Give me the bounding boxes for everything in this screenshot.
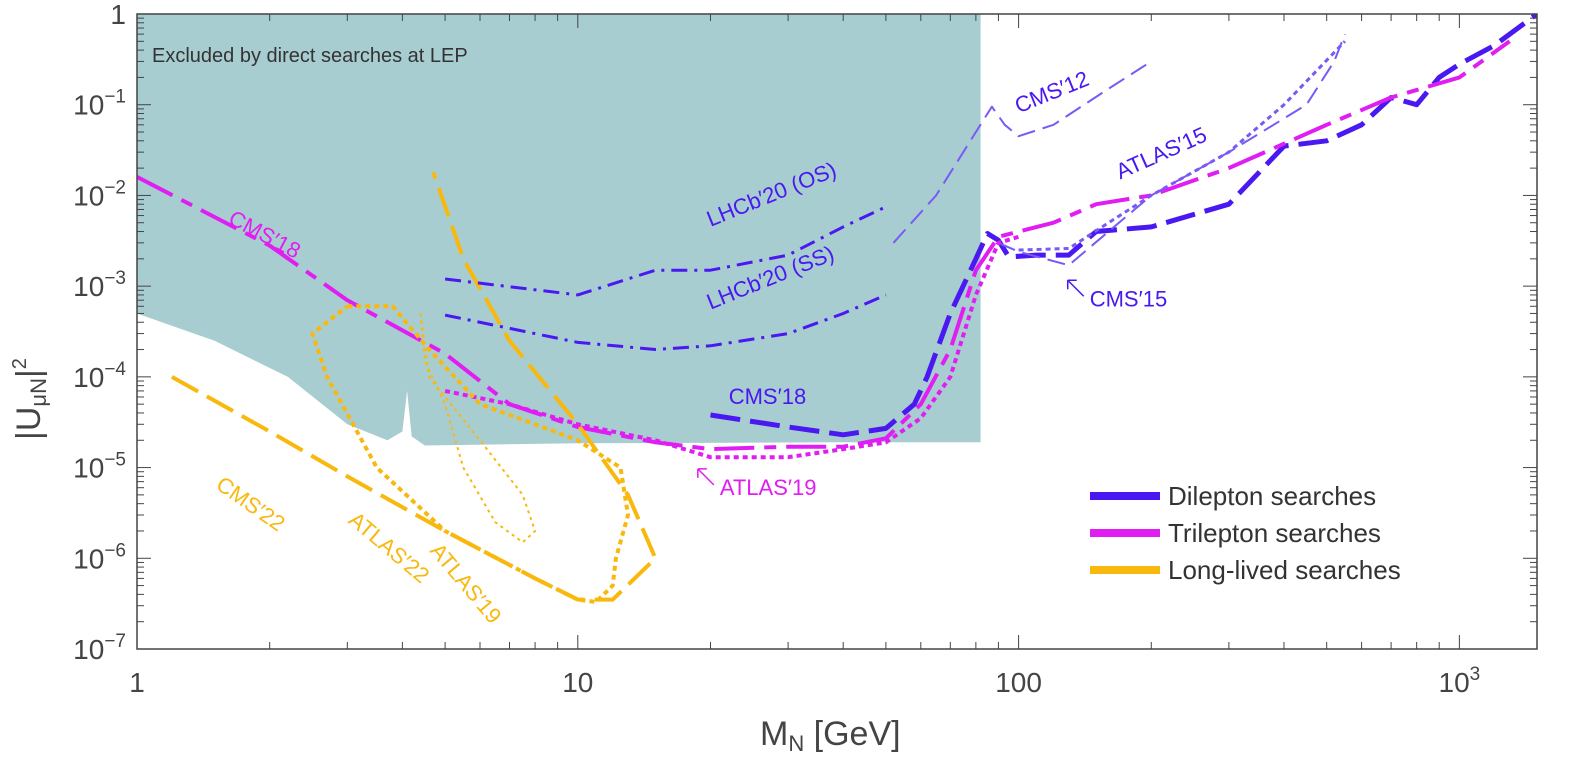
y-axis-title: |UμN|2	[9, 358, 51, 440]
series-line-5	[892, 60, 1152, 244]
lep-excluded-region	[137, 14, 981, 446]
y-tick-label: 10−2	[73, 177, 126, 211]
curve-label-5: CMS′15	[1090, 286, 1167, 311]
lep-region-label: Excluded by direct searches at LEP	[152, 45, 468, 67]
series-line-7	[998, 33, 1346, 267]
x-tick-label: 103	[1439, 664, 1481, 698]
series-line-3	[444, 205, 887, 297]
annotation-arrow	[1067, 279, 1085, 297]
series-line-1	[137, 39, 1511, 452]
curve-label-6: CMS′18	[729, 384, 806, 409]
series-layer	[137, 14, 1537, 604]
series-line-9	[310, 304, 630, 604]
y-tick-label: 10−3	[73, 268, 126, 302]
series-line-8	[444, 234, 1020, 460]
annotation-arrowhead	[1066, 279, 1077, 290]
legend: Dilepton searches Trilepton searches Long-…	[1090, 481, 1401, 585]
curve-label-8: CMS′22	[212, 471, 290, 536]
series-line-10	[419, 313, 537, 544]
y-tick-label: 10−4	[73, 359, 126, 393]
x-tick-label: 10	[562, 667, 593, 698]
y-tick-label: 1	[110, 0, 126, 30]
x-tick-label: 100	[995, 667, 1042, 698]
y-tick-label: 10−5	[73, 450, 126, 484]
series-line-4	[444, 293, 887, 351]
annotation-arrow	[697, 468, 715, 486]
legend-label: Trilepton searches	[1168, 518, 1381, 548]
plot-frame	[136, 13, 1538, 650]
x-axis-title: MN [GeV]	[760, 715, 901, 756]
lep-region-shape	[137, 14, 981, 446]
curve-label-7: ATLAS′19	[720, 475, 817, 500]
x-tick-label: 1	[129, 667, 145, 698]
curve-label-3: CMS′12	[1011, 66, 1092, 118]
annotation-arrowhead	[697, 468, 707, 478]
legend-label: Dilepton searches	[1168, 481, 1376, 511]
y-tick-label: 10−6	[73, 540, 126, 574]
curve-label-4: ATLAS′15	[1112, 122, 1210, 184]
axis-ticks: 1 10 100 103 1 10−1 10−2 10−3 10−4 10−5 10−6 10−7	[73, 0, 1537, 698]
curve-label-10: ATLAS′19	[425, 538, 506, 628]
y-tick-label: 10−1	[73, 87, 126, 121]
y-tick-label: 10−7	[73, 631, 126, 665]
series-line-2	[170, 171, 658, 602]
legend-label: Long-lived searches	[1168, 555, 1401, 585]
series-line-0	[710, 14, 1537, 438]
